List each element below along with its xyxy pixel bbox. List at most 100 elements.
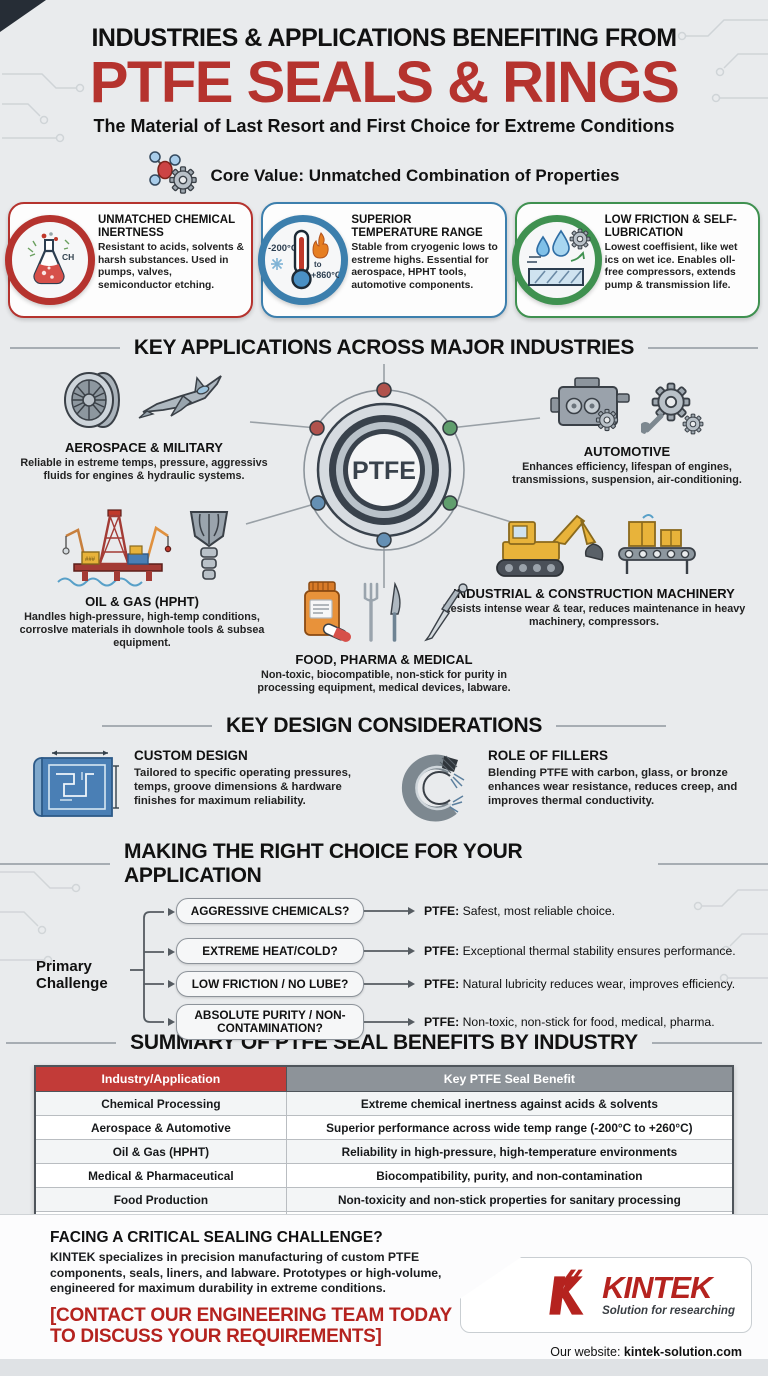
primary-challenge-label: Primary Challenge (36, 958, 108, 993)
question-box: LOW FRICTION / NO LUBE? (176, 971, 364, 997)
drill-bit-icon (186, 508, 232, 593)
app-name: FOOD, PHARMA & MEDICAL (295, 652, 473, 667)
design-section: KEY DESIGN CONSIDERATIONS (0, 704, 768, 834)
arrow-right-icon (364, 907, 415, 915)
question-box: AGGRESSIVE CHEMICALS? (176, 898, 364, 924)
svg-text:to: to (314, 260, 322, 269)
arrow-right-icon (364, 1018, 415, 1026)
benefits-table: Industry/Application Key PTFE Seal Benef… (34, 1065, 734, 1237)
table-row: Food Production Non-toxicity and non-stic… (34, 1187, 734, 1212)
flask-icon: CH (5, 215, 95, 305)
cell-benefit: Reliability in high-pressure, high-tempe… (285, 1139, 734, 1164)
scalpel-icon (419, 580, 471, 651)
question-box: ABSOLUTE PURITY / NON-CONTAMINATION? (176, 1004, 364, 1040)
card-title: LOW FRICTION & SELF-LUBRICATION (604, 214, 737, 239)
flow-row: AGGRESSIVE CHEMICALS? PTFE: Safest, most… (176, 898, 615, 924)
jet-engine-icon (59, 366, 131, 439)
answer-text: PTFE: Safest, most reliable choice. (424, 904, 616, 918)
app-industrial: INDUSTRIAL & CONSTRUCTION MACHINERY Resi… (436, 508, 752, 629)
card-title: UNMATCHED CHEMICAL INERTNESS (98, 214, 235, 239)
blueprint-icon (30, 748, 122, 827)
cell-industry: Food Production (34, 1187, 287, 1212)
oil-rig-icon: ### (52, 508, 180, 593)
cell-industry: Medical & Pharmaceutical (34, 1163, 287, 1188)
app-desc: Handles high-pressure, high-temp conditi… (19, 611, 265, 649)
svg-text:+860°C: +860°C (311, 270, 339, 280)
card-body: Resistant to acids, solvents & harsh sub… (98, 242, 244, 291)
answer-text: PTFE: Non-toxic, non-stick for food, med… (424, 1015, 715, 1029)
answer-text: PTFE: Natural lubricity reduces wear, im… (424, 977, 736, 991)
cell-benefit: Biocompatibility, purity, and non-contam… (285, 1163, 734, 1188)
card-low-friction: LOW FRICTION & SELF-LUBRICATION Lowest c… (511, 202, 760, 318)
app-name: OIL & GAS (HPHT) (85, 594, 199, 609)
brand-tagline: Solution for researching (602, 1304, 735, 1317)
footer-headline: FACING A CRITICAL SEALING CHALLENGE? (50, 1229, 383, 1246)
app-name: INDUSTRIAL & CONSTRUCTION MACHINERY (453, 586, 735, 601)
water-drops-icon (511, 215, 602, 305)
column-header: Key PTFE Seal Benefit (285, 1065, 734, 1092)
card-chemical-inertness: CH UNMATCHED CHEMICAL INERTNESS Resistan… (5, 202, 254, 318)
question-box: EXTREME HEAT/COLD? (176, 938, 364, 964)
footer-body: KINTEK specializes in precision manufact… (50, 1250, 442, 1296)
app-name: AEROSPACE & MILITARY (65, 440, 223, 455)
card-body: Stable from cryogenic lows to estreme hi… (351, 242, 498, 291)
excavator-icon (489, 508, 609, 585)
fighter-jet-icon (137, 370, 229, 439)
answer-text: PTFE: Exceptional thermal stability ensu… (424, 944, 736, 958)
conveyor-icon (615, 508, 699, 585)
card-title: SUPERIOR TEMPERATURE RANGE (351, 214, 483, 239)
design-item-title: CUSTOM DESIGN (134, 748, 248, 763)
header-section: INDUSTRIES & APPLICATIONS BENEFITING FRO… (0, 0, 768, 196)
table-row: Medical & Pharmaceutical Biocompatibility… (34, 1163, 734, 1188)
design-item-body: Tailored to specific operating pressures… (134, 767, 352, 808)
gear-wrench-icon (639, 376, 705, 443)
footer-cta: [CONTACT OUR ENGINEERING TEAM TODAY TO D… (50, 1304, 452, 1348)
header-kicker: INDUSTRIES & APPLICATIONS BENEFITING FRO… (91, 24, 677, 52)
cell-industry: Aerospace & Automotive (34, 1115, 287, 1140)
app-desc: Reliable in estreme temps, pressure, agg… (20, 457, 268, 482)
svg-text:-200°C: -200°C (268, 243, 298, 254)
cell-industry: Oil & Gas (HPHT) (34, 1139, 287, 1164)
cell-benefit: Extreme chemical inertness against acids… (285, 1091, 734, 1116)
summary-section: SUMMARY OF PTFE SEAL BENEFITS BY INDUSTR… (0, 1019, 768, 1237)
design-title: KEY DESIGN CONSIDERATIONS (0, 714, 768, 738)
cell-industry: Chemical Processing (34, 1091, 287, 1116)
app-aerospace: AEROSPACE & MILITARY Reliable in estreme… (18, 366, 270, 483)
app-food-pharma: FOOD, PHARMA & MEDICAL Non-toxic, biocom… (238, 580, 530, 695)
card-temperature-range: -200°C to +860°C SUPERIOR TEMPERATURE RA… (258, 202, 507, 318)
website-text: Our website: kintek-solution.com (550, 1345, 742, 1359)
cell-benefit: Superior performance across wide temp ra… (285, 1115, 734, 1140)
table-row: Aerospace & Automotive Superior performan… (34, 1115, 734, 1140)
app-desc: Non-toxic, biocompatible, non-stick for … (257, 669, 511, 694)
applications-title: KEY APPLICATIONS ACROSS MAJOR INDUSTRIES (0, 324, 768, 360)
design-fillers: ROLE OF FILLERS Blending PTFE with carbo… (396, 748, 738, 833)
thermometer-icon: -200°C to +860°C (258, 215, 349, 305)
applications-section: KEY APPLICATIONS ACROSS MAJOR INDUSTRIES… (0, 324, 768, 704)
design-item-title: ROLE OF FILLERS (488, 748, 608, 763)
footer-section: FACING A CRITICAL SEALING CHALLENGE? KIN… (0, 1214, 768, 1376)
cell-benefit: Non-toxicity and non-stick properties fo… (285, 1187, 734, 1212)
flow-bracket (130, 908, 175, 1026)
table-row: Chemical Processing Extreme chemical iner… (34, 1091, 734, 1116)
app-desc: Enhances efficiency, lifespan of engines… (512, 461, 742, 486)
hub-diagram: PTFE (245, 364, 541, 588)
card-body: Lowest coeffisient, like wet ics on wet … (604, 242, 738, 291)
design-item-body: Blending PTFE with carbon, glass, or bro… (488, 767, 738, 808)
logo-panel: KINTEK Solution for researching (460, 1257, 752, 1333)
choice-section: MAKING THE RIGHT CHOICE FOR YOUR APPLICA… (0, 834, 768, 1040)
design-custom: CUSTOM DESIGN Tailored to specific opera… (30, 748, 372, 833)
flow-row: EXTREME HEAT/COLD? PTFE: Exceptional the… (176, 938, 736, 964)
svg-text:###: ### (85, 557, 96, 563)
core-value-text: Core Value: Unmatched Combination of Pro… (210, 165, 620, 185)
flow-row: LOW FRICTION / NO LUBE? PTFE: Natural lu… (176, 971, 735, 997)
brand-name: KINTEK (602, 1270, 712, 1306)
engine-icon (549, 376, 635, 443)
pill-bottle-icon (297, 580, 351, 651)
table-row: Oil & Gas (HPHT) Reliability in high-pres… (34, 1139, 734, 1164)
cutlery-icon (357, 580, 413, 651)
kintek-logo-icon (546, 1267, 596, 1324)
seal-cross-section-icon (396, 748, 476, 833)
header-subtitle: The Material of Last Resort and First Ch… (93, 116, 675, 137)
svg-text:CH: CH (62, 252, 74, 262)
